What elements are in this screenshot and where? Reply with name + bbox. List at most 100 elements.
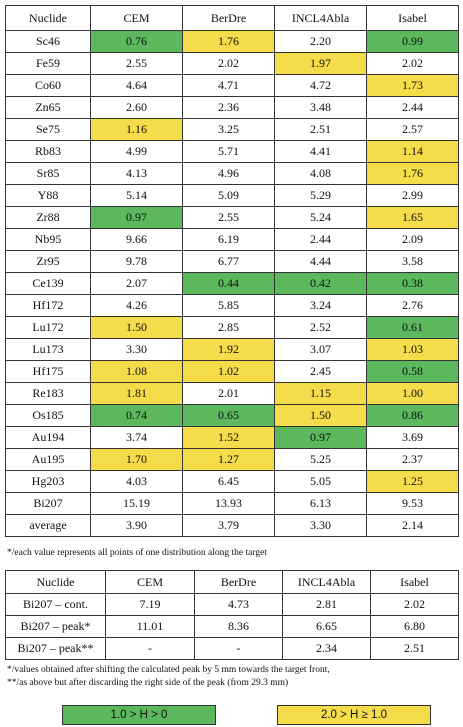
- value-cell: 6.65: [282, 615, 371, 638]
- table-row: Au194 3.74 1.52 0.97 3.69: [5, 426, 459, 449]
- table-row: Lu172 1.50 2.85 2.52 0.61: [5, 316, 459, 339]
- bi207-table-header-row: Nuclide CEM BerDre INCL4Abla Isabel: [5, 570, 459, 594]
- value-cell: 1.52: [182, 426, 275, 449]
- value-cell: 4.64: [90, 74, 183, 97]
- value-cell: 2.51: [370, 637, 459, 660]
- legend-yellow: 2.0 > H ≥ 1.0: [277, 705, 431, 725]
- main-table-body: Sc46 0.76 1.76 2.20 0.99 Fe59 2.55 2.02 1.97 2.02…: [5, 30, 459, 537]
- value-cell: 3.90: [90, 514, 183, 537]
- value-cell: 0.58: [366, 360, 459, 383]
- value-cell: 1.65: [366, 206, 459, 229]
- table-row: Hg203 4.03 6.45 5.05 1.25: [5, 470, 459, 493]
- value-cell: 2.34: [282, 637, 371, 660]
- value-cell: 9.53: [366, 492, 459, 515]
- table-row: Bi207 15.19 13.93 6.13 9.53: [5, 492, 459, 515]
- table-row: average 3.90 3.79 3.30 2.14: [5, 514, 459, 537]
- table-row: Se75 1.16 3.25 2.51 2.57: [5, 118, 459, 141]
- nuclide-cell: Bi207 – cont.: [5, 593, 106, 616]
- value-cell: 2.20: [274, 30, 367, 53]
- value-cell: 6.77: [182, 250, 275, 273]
- nuclide-cell: Zn65: [5, 96, 91, 119]
- nuclide-cell: Y88: [5, 184, 91, 207]
- value-cell: 5.85: [182, 294, 275, 317]
- legend-green: 1.0 > H > 0: [62, 705, 216, 725]
- sub-header-isabel: Isabel: [370, 570, 459, 594]
- nuclide-cell: Bi207: [5, 492, 91, 515]
- header-incl4abla: INCL4Abla: [274, 5, 367, 31]
- value-cell: 1.03: [366, 338, 459, 361]
- value-cell: 11.01: [105, 615, 195, 638]
- value-cell: 4.73: [194, 593, 283, 616]
- value-cell: 3.79: [182, 514, 275, 537]
- value-cell: 1.50: [274, 404, 367, 427]
- sub-header-nuclide: Nuclide: [5, 570, 106, 594]
- value-cell: 5.24: [274, 206, 367, 229]
- nuclide-cell: Bi207 – peak**: [5, 637, 106, 660]
- nuclide-cell: Au194: [5, 426, 91, 449]
- value-cell: 3.24: [274, 294, 367, 317]
- value-cell: 1.50: [90, 316, 183, 339]
- value-cell: 4.44: [274, 250, 367, 273]
- value-cell: 0.86: [366, 404, 459, 427]
- table-row: Re183 1.81 2.01 1.15 1.00: [5, 382, 459, 405]
- value-cell: 2.37: [366, 448, 459, 471]
- nuclide-cell: Sr85: [5, 162, 91, 185]
- table-row: Bi207 – peak** - -2.34 2.51: [5, 637, 459, 660]
- value-cell: 5.14: [90, 184, 183, 207]
- value-cell: 6.19: [182, 228, 275, 251]
- value-cell: 2.14: [366, 514, 459, 537]
- value-cell: 4.99: [90, 140, 183, 163]
- value-cell: 2.81: [282, 593, 371, 616]
- value-cell: 0.74: [90, 404, 183, 427]
- value-cell: 1.02: [182, 360, 275, 383]
- value-cell: -: [105, 637, 195, 660]
- value-cell: 0.76: [90, 30, 183, 53]
- nuclide-cell: Lu172: [5, 316, 91, 339]
- nuclide-cell: Bi207 – peak*: [5, 615, 106, 638]
- value-cell: 2.99: [366, 184, 459, 207]
- value-cell: 13.93: [182, 492, 275, 515]
- nuclide-cell: Re183: [5, 382, 91, 405]
- value-cell: 2.02: [182, 52, 275, 75]
- nuclide-cell: Rb83: [5, 140, 91, 163]
- value-cell: 3.07: [274, 338, 367, 361]
- nuclide-cell: Co60: [5, 74, 91, 97]
- value-cell: 1.81: [90, 382, 183, 405]
- value-cell: 3.30: [90, 338, 183, 361]
- value-cell: 1.15: [274, 382, 367, 405]
- value-cell: 2.36: [182, 96, 275, 119]
- value-cell: 2.60: [90, 96, 183, 119]
- table-row: Sc46 0.76 1.76 2.20 0.99: [5, 30, 459, 53]
- table-row: Zn65 2.60 2.36 3.48 2.44: [5, 96, 459, 119]
- value-cell: 0.61: [366, 316, 459, 339]
- sub-header-berdre: BerDre: [194, 570, 283, 594]
- nuclide-cell: Os185: [5, 404, 91, 427]
- value-cell: 1.97: [274, 52, 367, 75]
- value-cell: -: [194, 637, 283, 660]
- value-cell: 1.70: [90, 448, 183, 471]
- value-cell: 4.08: [274, 162, 367, 185]
- footnote-shift: */values obtained after shifting the cal…: [7, 665, 330, 675]
- value-cell: 4.72: [274, 74, 367, 97]
- sub-header-incl4abla: INCL4Abla: [282, 570, 371, 594]
- bi207-table: Nuclide CEM BerDre INCL4Abla Isabel Bi20…: [5, 570, 459, 660]
- value-cell: 2.02: [366, 52, 459, 75]
- value-cell: 9.66: [90, 228, 183, 251]
- value-cell: 2.51: [274, 118, 367, 141]
- footnote-discard: **/as above but after discarding the rig…: [7, 678, 289, 688]
- value-cell: 2.85: [182, 316, 275, 339]
- value-cell: 3.30: [274, 514, 367, 537]
- table-row: Y88 5.14 5.09 5.29 2.99: [5, 184, 459, 207]
- nuclide-cell: Hg203: [5, 470, 91, 493]
- value-cell: 5.09: [182, 184, 275, 207]
- table-row: Sr85 4.13 4.96 4.08 1.76: [5, 162, 459, 185]
- value-cell: 4.41: [274, 140, 367, 163]
- value-cell: 4.13: [90, 162, 183, 185]
- value-cell: 0.65: [182, 404, 275, 427]
- nuclide-cell: Zr95: [5, 250, 91, 273]
- value-cell: 15.19: [90, 492, 183, 515]
- value-cell: 2.44: [274, 228, 367, 251]
- value-cell: 0.44: [182, 272, 275, 295]
- value-cell: 1.27: [182, 448, 275, 471]
